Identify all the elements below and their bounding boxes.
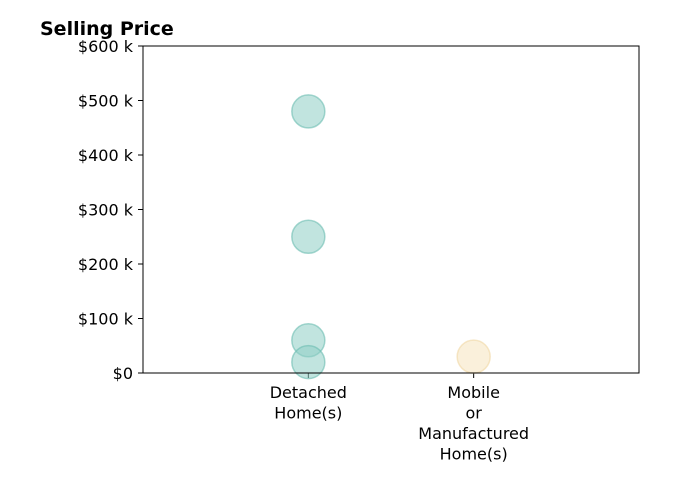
x-tick-label-line: Manufactured bbox=[418, 424, 529, 443]
x-tick-label-line: Detached bbox=[270, 383, 347, 402]
data-point-1-0 bbox=[456, 339, 491, 374]
data-point-0-0 bbox=[291, 94, 326, 129]
y-tick-label-6: $600 k bbox=[78, 37, 134, 56]
x-tick-label-line: or bbox=[465, 404, 482, 423]
x-tick-label-0: Detached Home(s) bbox=[270, 383, 347, 423]
x-tick-label-line: Home(s) bbox=[440, 445, 508, 464]
y-tick-label-2: $200 k bbox=[78, 255, 134, 274]
data-point-0-3 bbox=[291, 344, 326, 380]
plot-frame bbox=[142, 45, 640, 374]
y-tick-label-3: $300 k bbox=[78, 201, 134, 220]
y-tick-label-1: $100 k bbox=[78, 310, 134, 329]
y-tick-label-5: $500 k bbox=[78, 92, 134, 111]
x-axis: Detached Home(s) Mobile or Manufactured Home(… bbox=[270, 373, 529, 464]
x-tick-label-line: Home(s) bbox=[274, 404, 342, 423]
data-point-0-1 bbox=[291, 219, 326, 254]
x-tick-label-line: Mobile bbox=[447, 383, 499, 402]
y-tick-label-4: $400 k bbox=[78, 146, 134, 165]
y-axis: $0 $100 k $200 k $300 k $400 k $500 k $600 k bbox=[78, 37, 143, 383]
x-tick-label-1: Mobile or Manufactured Home(s) bbox=[418, 383, 529, 464]
data-points bbox=[291, 94, 491, 380]
chart-title: Selling Price bbox=[40, 18, 174, 40]
y-tick-label-0: $0 bbox=[113, 364, 133, 383]
